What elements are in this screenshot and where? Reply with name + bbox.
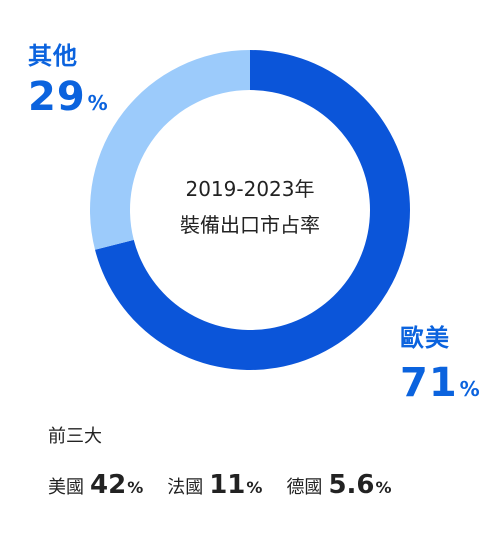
- country-value-de: 5.6: [328, 470, 375, 500]
- center-title-line-2: 裝備出口市占率: [180, 213, 320, 237]
- breakdown-item-fr: 法國 11 %: [167, 470, 262, 500]
- country-value-fr: 11: [209, 470, 246, 500]
- center-title-line-1: 2019-2023年: [185, 177, 315, 201]
- country-unit-de: %: [375, 478, 392, 497]
- slice-name-eu: 歐美: [400, 324, 450, 352]
- slice-label-eu: 歐美 71%: [400, 318, 481, 403]
- country-name-de: 德國: [286, 477, 323, 498]
- country-value-us: 42: [90, 470, 127, 500]
- breakdown-list: 美國 42 % 法國 11 % 德國 5.6 %: [48, 470, 416, 500]
- breakdown-item-de: 德國 5.6 %: [286, 470, 391, 500]
- breakdown-item-us: 美國 42 %: [48, 470, 143, 500]
- country-name-us: 美國: [48, 477, 84, 498]
- breakdown-title: 前三大: [48, 426, 102, 447]
- country-unit-us: %: [127, 478, 144, 497]
- slice-label-other: 其他 29%: [28, 36, 109, 117]
- slice-name-other: 其他: [28, 42, 78, 70]
- donut-slice-other: [90, 50, 250, 250]
- slice-value-other: 29%: [28, 74, 109, 120]
- country-name-fr: 法國: [167, 477, 204, 498]
- country-unit-fr: %: [246, 478, 263, 497]
- slice-value-eu: 71%: [400, 360, 481, 406]
